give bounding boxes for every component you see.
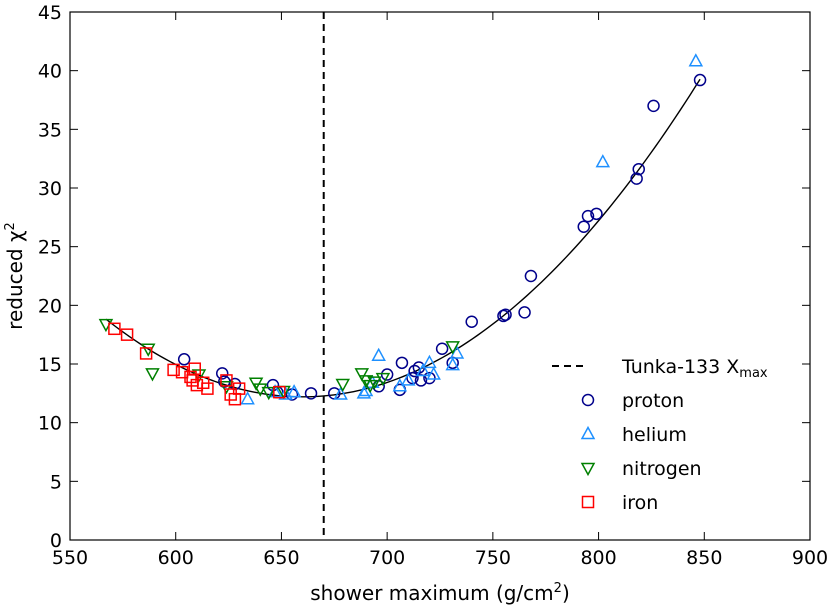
y-tick-label: 5 [50,471,62,493]
nitrogen-point [145,368,160,382]
nitrogen-point [219,381,234,395]
nitrogen-point [358,375,374,389]
proton-point [647,99,660,113]
nitrogen-point [367,376,382,390]
x-tick-label: 700 [369,547,405,569]
y-axis-label-main: reduced χ [3,230,27,329]
legend-marker-iron [581,495,595,509]
proton-point [630,172,643,185]
plot-frame [69,11,811,541]
iron-point [184,370,197,384]
helium-point [333,386,348,400]
iron-point [108,322,121,336]
axis-ticks: 550 600 650 700 750 800 850 900 0 5 10 15 20 25 30 35 40… [38,2,828,569]
iron-point [175,365,189,379]
x-axis-label-suffix: ) [562,581,570,605]
helium-point [449,345,465,359]
helium-point [415,362,431,377]
x-tick-label: 900 [792,547,828,569]
legend-label-nitrogen: nitrogen [622,458,702,480]
iron-point [120,328,134,341]
helium-point [278,386,293,400]
nitrogen-point [354,368,370,382]
x-tick-label: 550 [52,547,88,569]
legend: Tunka-133 Xmax proton helium nitrogen iron [552,356,768,514]
helium-point [595,154,611,168]
iron-point [220,374,233,387]
y-axis-label-sup: 2 [3,222,18,230]
x-tick-label: 650 [263,547,299,569]
iron-point [201,382,214,395]
y-tick-label: 40 [38,61,62,83]
nitrogen-point [445,341,460,355]
y-tick-label: 15 [38,354,62,376]
plot-marks [98,12,707,540]
proton-point [304,387,318,400]
legend-label-helium: helium [622,424,687,446]
helium-point [371,347,386,362]
y-tick-label: 30 [38,178,62,200]
helium-point [422,354,437,369]
iron-point [228,392,242,406]
nitrogen-point [375,372,391,387]
proton-point [423,371,436,385]
legend-label-iron: iron [622,492,658,514]
legend-marker-helium [580,425,596,440]
y-tick-label: 45 [38,2,62,24]
iron-point [232,382,246,395]
helium-point [688,53,704,67]
x-tick-label: 750 [475,547,511,569]
x-axis-label-sup: 2 [554,581,562,596]
legend-marker-nitrogen [580,462,596,477]
iron-point [188,362,201,375]
nitrogen-point [98,318,114,333]
nitrogen-point [261,386,277,401]
proton-point [499,308,512,321]
iron-point [167,363,180,377]
iron-point [139,347,153,360]
nitrogen-point [335,378,351,393]
proton-point [577,220,591,233]
fit-curve [105,78,701,398]
y-tick-label: 20 [38,295,62,317]
y-tick-label: 0 [50,530,62,552]
proton-point [177,353,191,366]
helium-point [240,391,255,405]
proton-point [590,207,603,221]
x-tick-label: 800 [580,547,616,569]
helium-point [286,384,302,398]
proton-point [524,269,538,283]
proton-point [435,342,449,355]
proton-point [518,306,531,319]
helium-point [426,366,441,380]
x-axis-label-main: shower maximum (g/cm [310,581,553,605]
proton-point [632,162,645,176]
x-tick-label: 600 [158,547,194,569]
proton-point [406,371,419,385]
proton-point [215,367,229,380]
x-axis-label: shower maximum (g/cm2) [310,581,570,605]
legend-label-tunka: Tunka-133 Xmax [621,356,768,381]
x-tick-label: 850 [686,547,722,569]
helium-point [401,372,416,386]
iron-point [273,385,286,399]
y-tick-label: 25 [38,237,62,259]
proton-point [465,315,478,329]
proton-point [395,356,409,370]
proton-point [581,209,595,223]
proton-point [380,368,394,381]
y-axis-label: reduced χ2 [3,222,27,330]
helium-point [445,357,460,371]
y-tick-label: 35 [38,119,62,141]
legend-label-tunka-sub: max [739,366,768,381]
legend-label-proton: proton [622,390,684,412]
proton-point [693,73,707,87]
legend-label-tunka-main: Tunka-133 X [621,356,739,378]
legend-marker-proton [581,393,595,407]
y-tick-label: 10 [38,413,62,435]
